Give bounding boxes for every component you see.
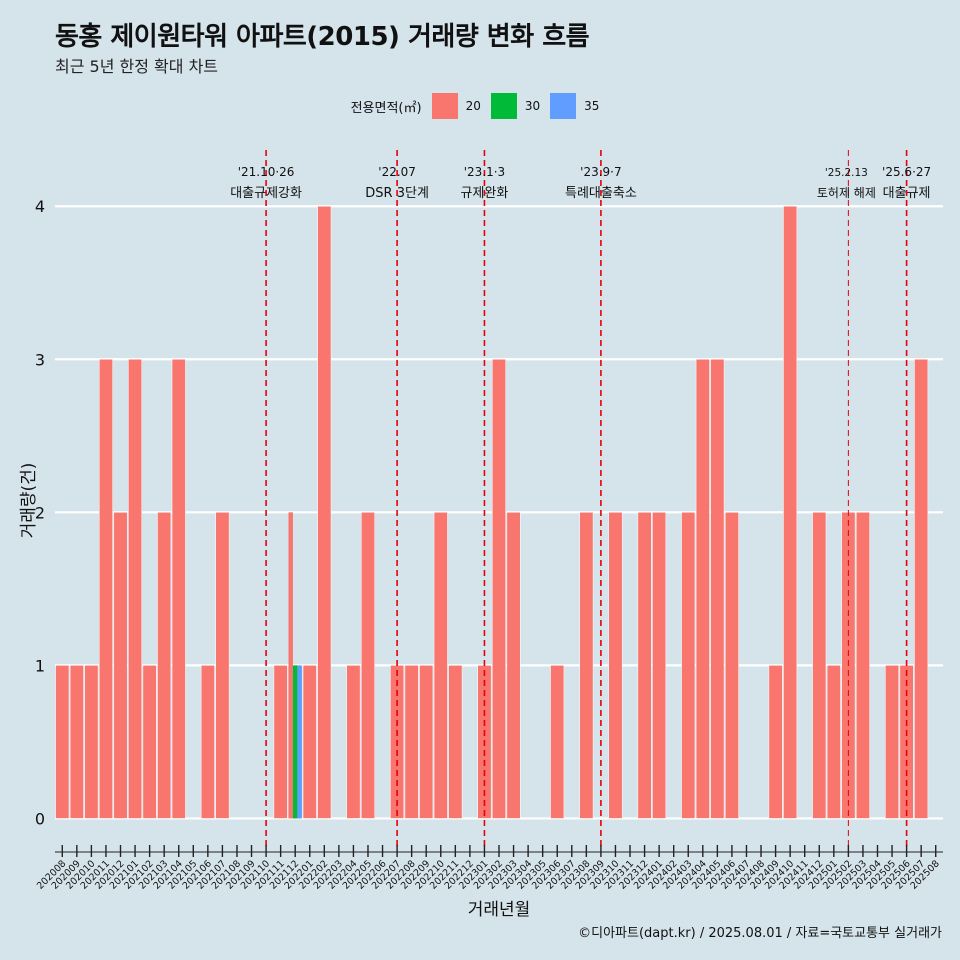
bar-202405-20 [710, 359, 725, 819]
bar-202205-20 [361, 512, 375, 819]
bar-202406-20 [724, 512, 739, 819]
bar-202310-20 [608, 512, 623, 819]
bar-202312-20 [637, 512, 652, 819]
legend-item-35: 35 [550, 93, 599, 119]
bar-202112-35 [297, 665, 302, 819]
bar-202211-20 [448, 665, 463, 819]
legend-swatch-20 [431, 93, 458, 119]
legend-item-20: 20 [431, 93, 481, 119]
bar-202302-20 [492, 359, 506, 819]
bar-202102-20 [142, 665, 157, 819]
y-tick-label: 3 [35, 350, 45, 369]
bar-202104-20 [171, 359, 186, 819]
bar-202103-20 [157, 512, 172, 819]
chart-subtitle: 최근 5년 한정 확대 차트 [55, 57, 219, 76]
legend-label-30: 30 [524, 99, 541, 113]
legend-title: 전용면적(㎡) [350, 100, 422, 116]
bar-202507-20 [914, 359, 929, 819]
bar-202112-20 [288, 512, 293, 819]
bar-202410-20 [783, 205, 798, 819]
bar-202303-20 [506, 512, 521, 819]
event-date-202502: '25.2.13 [825, 167, 868, 179]
chart-title: 동홍 제이원타워 아파트(2015) 거래량 변화 흐름 [55, 22, 590, 52]
event-label-202502: 토허제 해제 [817, 186, 876, 200]
bar-202210-20 [433, 512, 448, 819]
bar-202403-20 [681, 512, 696, 819]
bar-202306-20 [550, 665, 565, 819]
event-date-202309: '23.9·7 [580, 165, 621, 179]
x-axis-title: 거래년월 [468, 900, 531, 920]
y-tick-label: 4 [35, 197, 45, 216]
bar-202308-20 [579, 512, 594, 819]
bar-202106-20 [200, 665, 215, 819]
bar-202111-20 [273, 665, 288, 819]
bar-202404-20 [695, 359, 710, 819]
legend-label-20: 20 [465, 99, 481, 113]
bar-202112-30 [292, 665, 298, 819]
legend-label-35: 35 [584, 99, 600, 113]
legend-item-30: 30 [490, 93, 541, 119]
event-date-202506: '25.6·27 [882, 165, 931, 179]
bar-202412-20 [812, 512, 827, 819]
event-date-202110: '21.10·26 [238, 165, 295, 179]
bar-202008-20 [55, 665, 70, 819]
bar-202208-20 [404, 665, 419, 819]
bar-202011-20 [99, 359, 113, 819]
bar-202012-20 [113, 512, 128, 819]
bar-202501-20 [826, 665, 841, 819]
bar-202009-20 [69, 665, 84, 819]
bar-202401-20 [652, 512, 667, 819]
bar-202505-20 [885, 665, 899, 819]
event-date-202301: '23.1·3 [464, 165, 505, 179]
y-tick-label: 0 [35, 809, 45, 828]
legend-swatch-30 [490, 93, 517, 119]
legend-swatch-35 [550, 93, 577, 119]
bar-202503-20 [855, 512, 870, 819]
event-label-202110: 대출규제강화 [230, 186, 302, 201]
event-label-202506: 대출규제 [883, 186, 931, 201]
event-date-202207: '22.07 [378, 165, 416, 179]
event-label-202207: DSR 3단계 [365, 186, 429, 201]
y-tick-label: 2 [35, 503, 45, 522]
legend: 전용면적(㎡) 20 30 35 [0, 93, 960, 119]
bar-202409-20 [768, 665, 783, 819]
bar-202204-20 [346, 665, 361, 819]
bar-202107-20 [215, 512, 230, 819]
bar-202202-20 [317, 205, 332, 819]
event-label-202309: 특례대출축소 [565, 186, 637, 201]
bar-202209-20 [419, 665, 434, 819]
y-axis-title: 거래량(건) [19, 463, 39, 539]
bar-202201-20 [302, 665, 317, 819]
event-label-202301: 규제완화 [461, 186, 509, 201]
y-tick-label: 1 [35, 656, 45, 675]
caption: ©디아파트(dapt.kr) / 2025.08.01 / 자료=국토교통부 실… [578, 926, 942, 941]
bar-202010-20 [84, 665, 99, 819]
bar-202101-20 [128, 359, 143, 819]
